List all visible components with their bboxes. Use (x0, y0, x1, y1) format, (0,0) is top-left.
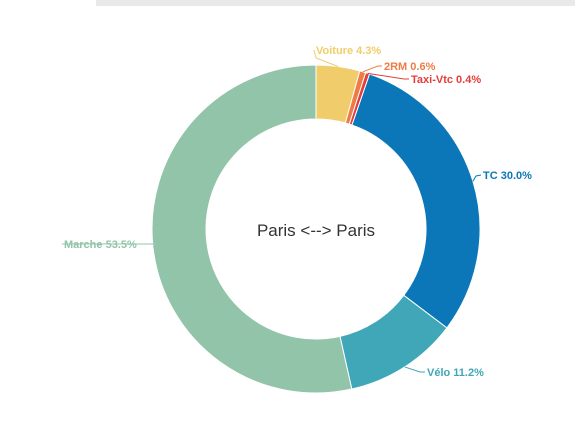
connector-marche (62, 243, 160, 248)
donut-slices (151, 64, 481, 394)
slice-labels: Voiture 4.3%2RM 0.6%Taxi-Vtc 0.4% TC 30.0… (64, 45, 532, 379)
top-scrollbar-strip (96, 0, 575, 6)
connector-v-lo (404, 366, 425, 373)
connector-2rm (362, 65, 382, 73)
label-v-lo: Vélo 11.2% (427, 367, 484, 379)
label-connectors (62, 49, 482, 373)
label-voiture: Voiture 4.3% (316, 45, 381, 57)
slice-tc (351, 73, 481, 329)
label-marche: Marche 53.5% (64, 239, 137, 251)
connector-tc (472, 174, 482, 182)
connector-taxi-vtc (367, 72, 409, 80)
label-2rm: 2RM 0.6% (384, 61, 436, 73)
center-label: Paris <--> Paris (257, 221, 375, 240)
label-taxi-vtc: Taxi-Vtc 0.4% (411, 74, 481, 86)
connector-voiture (313, 49, 339, 67)
label-tc: TC 30.0% (483, 170, 532, 182)
slice-marche (151, 64, 353, 394)
